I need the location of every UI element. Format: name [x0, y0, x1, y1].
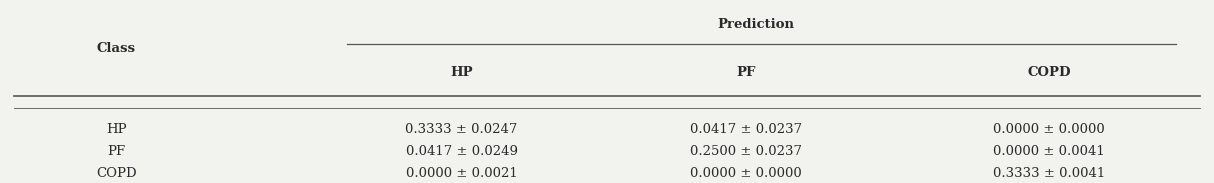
Text: HP: HP	[450, 66, 473, 79]
Text: PF: PF	[737, 66, 756, 79]
Text: COPD: COPD	[96, 167, 137, 180]
Text: COPD: COPD	[1027, 66, 1071, 79]
Text: 0.2500 ± 0.0237: 0.2500 ± 0.0237	[691, 145, 802, 158]
Text: 0.0417 ± 0.0249: 0.0417 ± 0.0249	[405, 145, 517, 158]
Text: Prediction: Prediction	[717, 18, 794, 31]
Text: 0.0417 ± 0.0237: 0.0417 ± 0.0237	[691, 123, 802, 136]
Text: 0.0000 ± 0.0041: 0.0000 ± 0.0041	[993, 145, 1105, 158]
Text: 0.0000 ± 0.0000: 0.0000 ± 0.0000	[993, 123, 1105, 136]
Text: PF: PF	[107, 145, 125, 158]
Text: 0.0000 ± 0.0021: 0.0000 ± 0.0021	[405, 167, 517, 180]
Text: 0.3333 ± 0.0247: 0.3333 ± 0.0247	[405, 123, 518, 136]
Text: 0.0000 ± 0.0000: 0.0000 ± 0.0000	[691, 167, 802, 180]
Text: 0.3333 ± 0.0041: 0.3333 ± 0.0041	[993, 167, 1105, 180]
Text: Class: Class	[97, 42, 136, 55]
Text: HP: HP	[106, 123, 126, 136]
